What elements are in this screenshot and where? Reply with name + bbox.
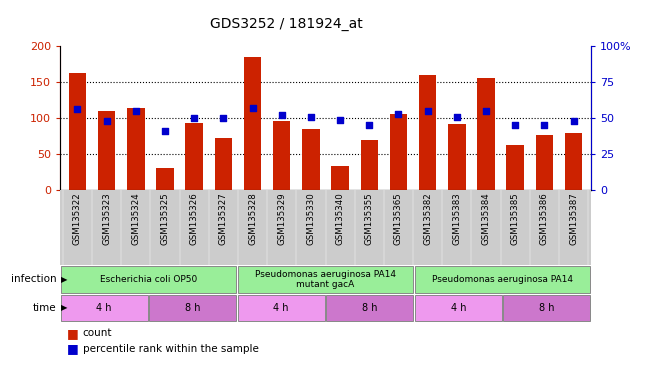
Bar	[149, 295, 236, 321]
Point	[247, 105, 258, 111]
Text: 8 h: 8 h	[539, 303, 555, 313]
Text: count: count	[83, 328, 112, 338]
Text: 8 h: 8 h	[362, 303, 378, 313]
Text: percentile rank within the sample: percentile rank within the sample	[83, 344, 258, 354]
Bar	[243, 57, 261, 190]
Point	[422, 108, 433, 114]
Text: infection: infection	[11, 274, 57, 285]
Text: GSM135383: GSM135383	[452, 192, 462, 245]
Text: GSM135365: GSM135365	[394, 192, 403, 245]
Bar	[503, 295, 590, 321]
Point	[481, 108, 492, 114]
Point	[568, 118, 579, 124]
Bar	[415, 295, 502, 321]
Bar	[186, 123, 203, 190]
Text: ■: ■	[66, 327, 78, 340]
Text: GSM135340: GSM135340	[336, 192, 344, 245]
Bar	[326, 295, 413, 321]
Bar	[331, 166, 349, 190]
Point	[452, 114, 462, 120]
Point	[364, 122, 374, 128]
Text: GDS3252 / 181924_at: GDS3252 / 181924_at	[210, 17, 363, 31]
Bar	[390, 114, 408, 190]
Bar	[215, 137, 232, 190]
Bar	[536, 135, 553, 190]
Text: GSM135384: GSM135384	[482, 192, 491, 245]
Text: GSM135386: GSM135386	[540, 192, 549, 245]
Text: GSM135355: GSM135355	[365, 192, 374, 245]
Point	[539, 122, 549, 128]
Point	[510, 122, 520, 128]
Point	[218, 115, 229, 121]
Text: GSM135387: GSM135387	[569, 192, 578, 245]
Text: ■: ■	[66, 342, 78, 355]
Text: ▶: ▶	[61, 275, 68, 284]
Point	[72, 106, 83, 113]
Bar	[238, 295, 325, 321]
Bar	[302, 129, 320, 190]
Bar	[61, 295, 148, 321]
Point	[277, 112, 287, 118]
Bar	[61, 266, 236, 293]
Bar	[127, 108, 145, 190]
Text: GSM135324: GSM135324	[132, 192, 140, 245]
Text: ▶: ▶	[61, 303, 68, 312]
Bar	[238, 266, 413, 293]
Point	[306, 114, 316, 120]
Bar	[98, 111, 115, 190]
Text: GSM135323: GSM135323	[102, 192, 111, 245]
Bar	[68, 73, 86, 190]
Bar	[361, 141, 378, 190]
Text: GSM135325: GSM135325	[160, 192, 169, 245]
Text: 4 h: 4 h	[450, 303, 466, 313]
Text: GSM135326: GSM135326	[189, 192, 199, 245]
Text: Pseudomonas aeruginosa PA14
mutant gacA: Pseudomonas aeruginosa PA14 mutant gacA	[255, 270, 396, 289]
Bar	[565, 133, 583, 190]
Text: 4 h: 4 h	[96, 303, 112, 313]
Bar	[477, 78, 495, 190]
Text: GSM135330: GSM135330	[307, 192, 315, 245]
Point	[159, 128, 170, 134]
Text: 8 h: 8 h	[185, 303, 201, 313]
Text: GSM135385: GSM135385	[511, 192, 519, 245]
Text: GSM135322: GSM135322	[73, 192, 82, 245]
Bar	[448, 124, 465, 190]
Bar	[415, 266, 590, 293]
Point	[102, 118, 112, 124]
Text: GSM135382: GSM135382	[423, 192, 432, 245]
Text: Pseudomonas aeruginosa PA14: Pseudomonas aeruginosa PA14	[432, 275, 573, 284]
Point	[131, 108, 141, 114]
Text: GSM135327: GSM135327	[219, 192, 228, 245]
Bar	[273, 121, 290, 190]
Point	[393, 111, 404, 117]
Text: Escherichia coli OP50: Escherichia coli OP50	[100, 275, 197, 284]
Bar	[419, 75, 436, 190]
Point	[335, 116, 345, 122]
Text: GSM135328: GSM135328	[248, 192, 257, 245]
Point	[189, 115, 199, 121]
Text: 4 h: 4 h	[273, 303, 289, 313]
Bar	[506, 145, 524, 190]
Bar	[156, 169, 174, 190]
Text: time: time	[33, 303, 57, 313]
Text: GSM135329: GSM135329	[277, 192, 286, 245]
